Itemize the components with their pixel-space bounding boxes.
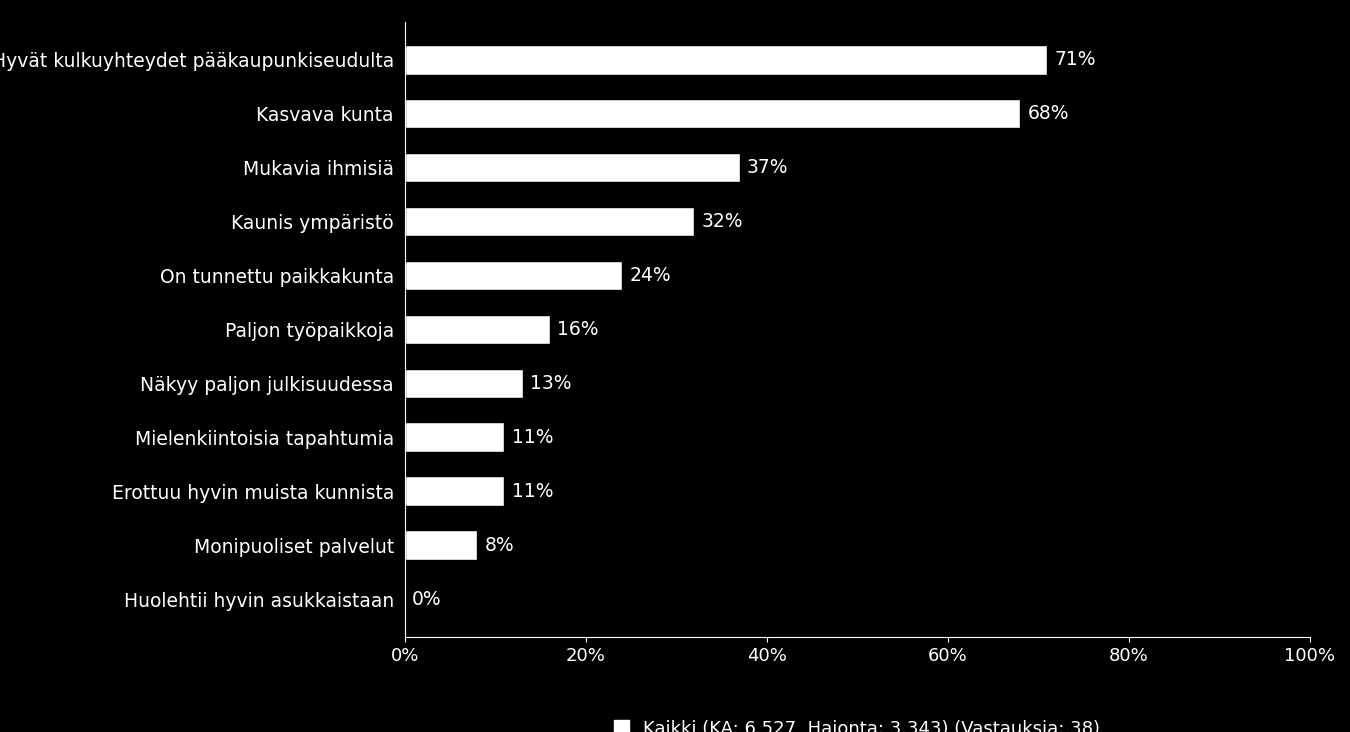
Bar (405, 261, 622, 291)
Text: 0%: 0% (412, 589, 441, 608)
Text: 71%: 71% (1054, 51, 1096, 70)
Bar (405, 315, 549, 344)
Bar (405, 99, 1021, 129)
Bar (405, 477, 505, 506)
Bar (405, 45, 1048, 75)
Text: 11%: 11% (512, 482, 553, 501)
Text: 8%: 8% (485, 536, 514, 555)
Text: 32%: 32% (702, 212, 744, 231)
Text: 11%: 11% (512, 427, 553, 447)
Text: 37%: 37% (747, 158, 788, 177)
Bar (405, 206, 694, 236)
Bar (405, 530, 478, 560)
Legend: Kaikki (KA: 6.527, Hajonta: 3.343) (Vastauksia: 38): Kaikki (KA: 6.527, Hajonta: 3.343) (Vast… (614, 720, 1100, 732)
Bar (405, 368, 522, 398)
Text: 13%: 13% (529, 374, 571, 393)
Text: 68%: 68% (1027, 104, 1069, 123)
Bar (405, 422, 505, 452)
Text: 24%: 24% (629, 266, 671, 285)
Text: 16%: 16% (558, 320, 598, 339)
Bar (405, 153, 740, 182)
